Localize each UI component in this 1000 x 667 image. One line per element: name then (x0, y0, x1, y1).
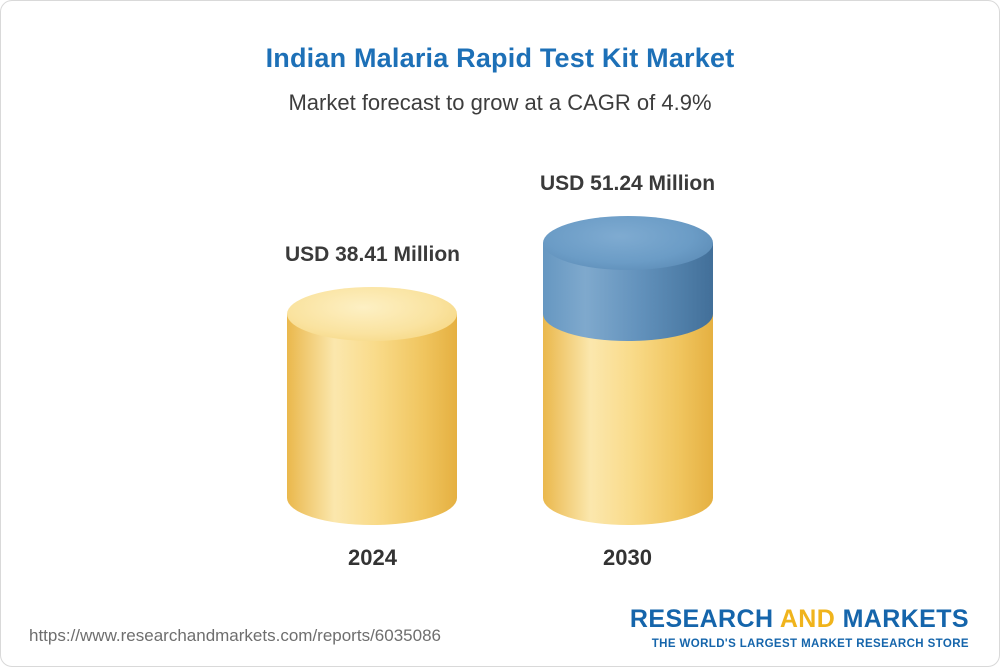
cylinder-2024-cap (287, 287, 458, 341)
bar-group-2030: USD 51.24 Million 2030 (540, 172, 715, 571)
cylinder-2030-base-segment (542, 314, 713, 525)
logo-word-and: AND (779, 605, 836, 633)
page-title: Indian Malaria Rapid Test Kit Market (265, 43, 735, 73)
page-subtitle: Market forecast to grow at a CAGR of 4.9… (288, 90, 712, 115)
research-and-markets-logo: RESEARCH AND MARKETS THE WORLD'S LARGEST… (630, 605, 969, 650)
logo-word-markets: MARKETS (842, 605, 969, 633)
logo-tagline: THE WORLD'S LARGEST MARKET RESEARCH STOR… (651, 638, 969, 650)
cylinder-bar-chart: USD 38.41 Million 2024 USD 51.24 Million… (1, 151, 999, 571)
cylinder-2024 (287, 287, 458, 525)
year-label-2030: 2030 (603, 545, 652, 570)
bar-group-2024: USD 38.41 Million 2024 (285, 243, 460, 571)
cylinder-2030-cap (542, 216, 713, 270)
cylinder-2030 (542, 216, 713, 525)
value-label-2030: USD 51.24 Million (540, 172, 716, 195)
year-label-2024: 2024 (348, 545, 397, 570)
logo-word-research: RESEARCH (629, 605, 774, 633)
logo-wordmark: RESEARCH AND MARKETS (630, 605, 969, 634)
cylinder-2024-body (287, 314, 458, 525)
report-url: https://www.researchandmarkets.com/repor… (29, 626, 441, 645)
value-label-2024: USD 38.41 Million (284, 243, 460, 266)
